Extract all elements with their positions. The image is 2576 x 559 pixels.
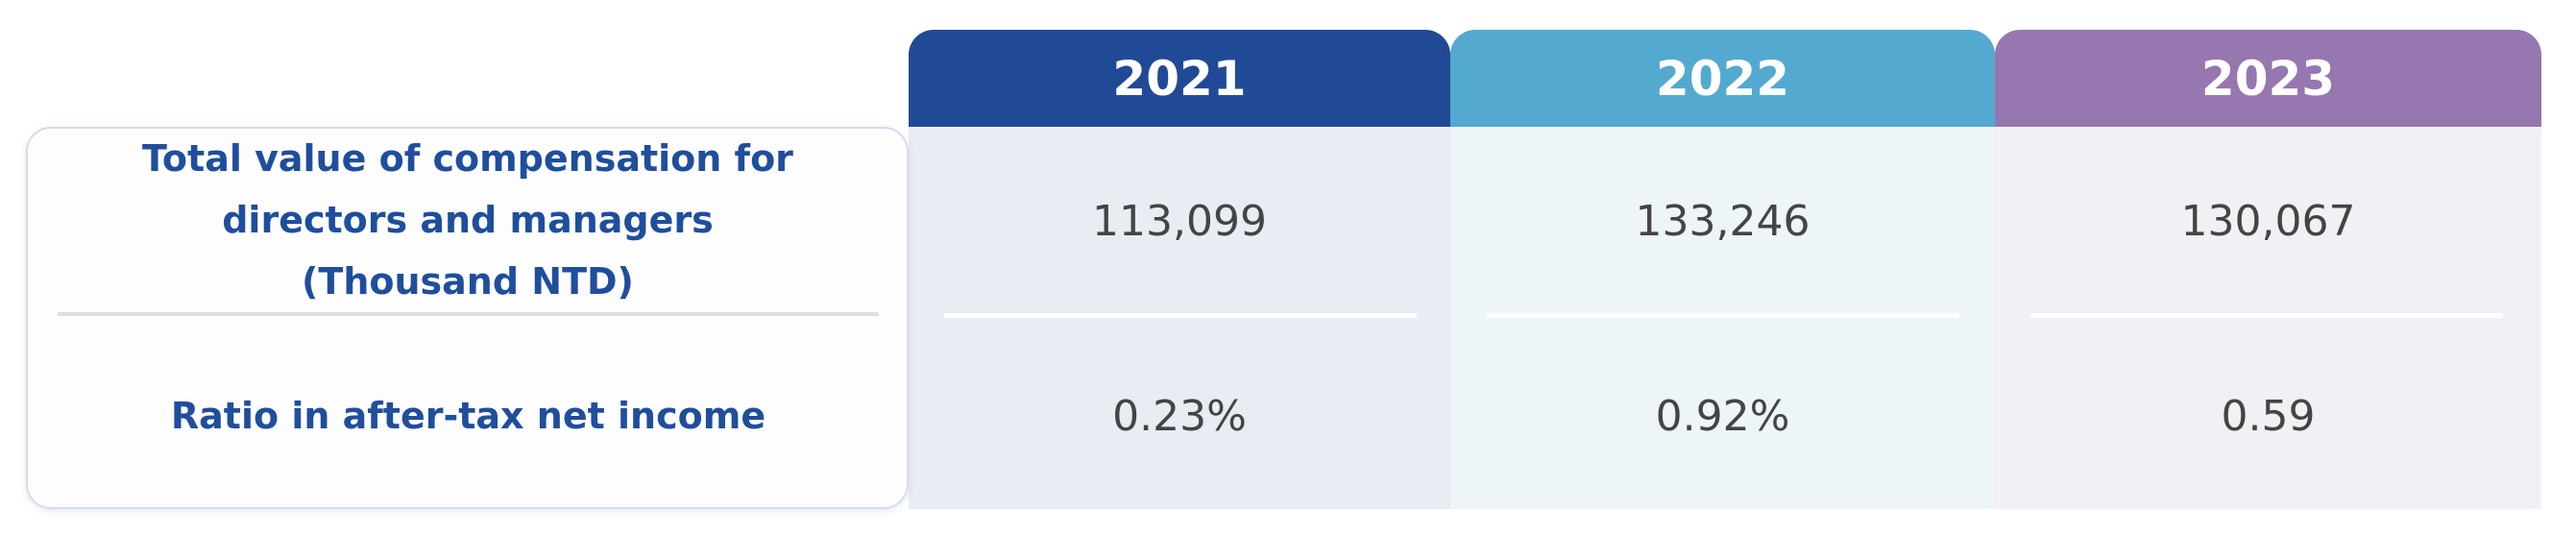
cell-value: 0.92% [1655,391,1790,441]
column-bg [909,127,1450,509]
cell-value: 113,099 [1092,196,1267,246]
divider [944,313,1417,318]
cell-value: 0.59 [2221,391,2316,441]
divider [1487,313,1959,318]
cell-value: 0.23% [1112,391,1247,441]
column-header: 2023 [1995,30,2541,127]
column-bg [1450,127,1995,509]
divider [58,312,879,316]
row-label: Total value of compensation for director… [142,137,793,303]
cell-value: 130,067 [2180,196,2356,246]
divider [2030,313,2503,318]
label-card [26,127,909,509]
row-label: Ratio in after-tax net income [170,395,766,437]
column-header: 2021 [909,30,1450,127]
column-header: 2022 [1450,30,1995,127]
column-bg [1995,127,2541,509]
cell-value: 133,246 [1635,196,1810,246]
